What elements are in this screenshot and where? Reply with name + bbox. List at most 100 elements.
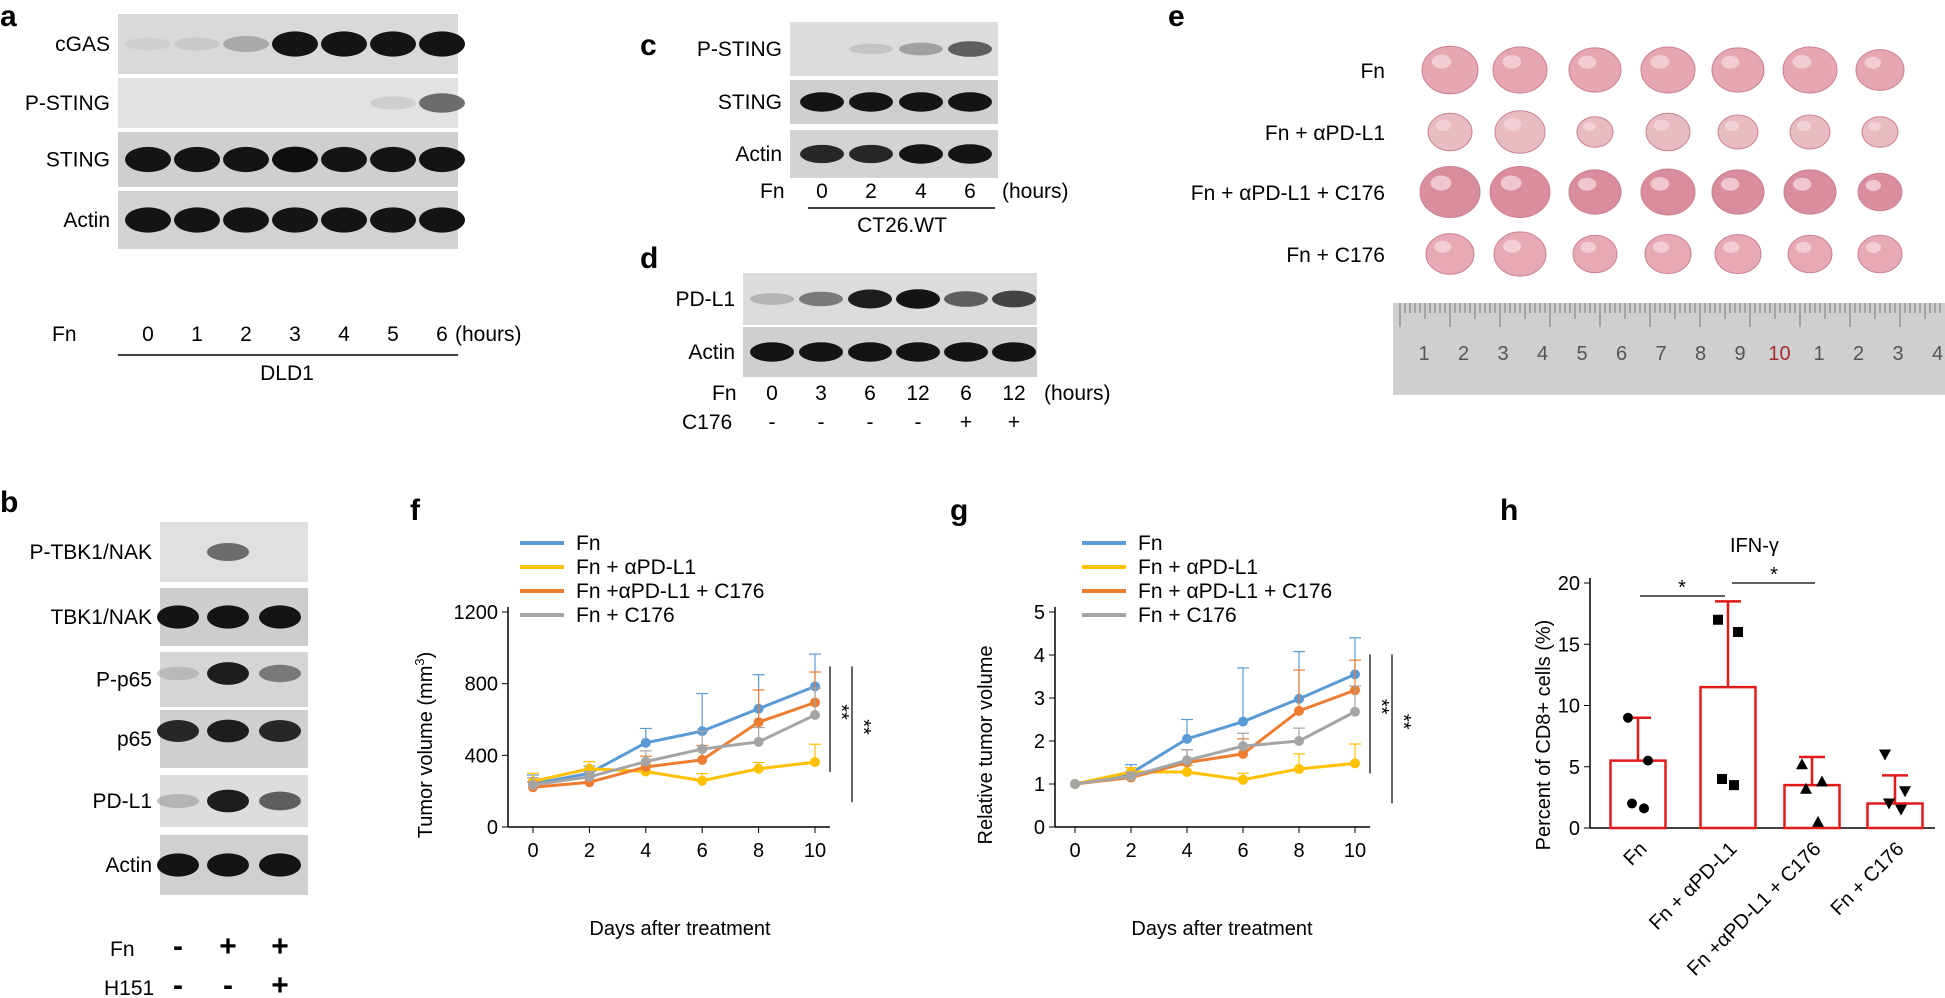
panel-d-treat2: C176 — [682, 411, 732, 434]
panel-c-cell: CT26.WT — [857, 214, 947, 237]
blot-band — [848, 289, 892, 309]
data-point — [753, 763, 764, 774]
panel-f-ylabel: Tumor volume (mm3) — [412, 652, 437, 839]
blot-band — [157, 666, 199, 681]
data-point — [584, 771, 595, 782]
tumor — [1421, 45, 1479, 95]
x-tick-label: 8 — [753, 840, 764, 862]
blot-band — [321, 207, 367, 233]
series-line — [532, 713, 816, 787]
tumor-highlight — [1430, 175, 1452, 191]
treat-sign: - — [223, 969, 233, 998]
blot-band — [799, 342, 843, 362]
tumor-highlight — [1431, 54, 1452, 69]
tumor-highlight — [1725, 121, 1739, 131]
tumor-highlight — [1864, 56, 1882, 69]
ruler-number: 5 — [1576, 343, 1587, 365]
blot-row-label: P-STING — [25, 92, 110, 115]
blot-band — [223, 146, 269, 173]
panel-c-letter: c — [640, 29, 657, 62]
panel-a-treat: Fn — [52, 323, 77, 346]
tumor — [1427, 112, 1473, 152]
blot-band — [944, 291, 988, 307]
series-line — [532, 684, 816, 786]
tumor — [1717, 114, 1759, 150]
lane-label: 2 — [240, 323, 252, 346]
series-line — [532, 701, 816, 789]
ruler-number: 3 — [1892, 343, 1903, 365]
lane-label: 12 — [1002, 382, 1025, 405]
blot-band — [799, 291, 843, 307]
panel-a-unit: (hours) — [455, 323, 522, 346]
panel-h-letter: h — [1500, 494, 1518, 527]
tumor-highlight — [1503, 239, 1522, 253]
tumor — [1714, 233, 1762, 275]
bar — [1866, 802, 1924, 830]
blot-band — [157, 793, 199, 809]
tumor — [1857, 234, 1903, 274]
panel-f-xlabel: Days after treatment — [589, 918, 771, 940]
blot-band — [259, 719, 301, 743]
lane-label: 12 — [906, 382, 929, 405]
panel-d-letter: d — [640, 242, 658, 275]
data-point — [1812, 815, 1824, 827]
treat-sign: - — [867, 411, 874, 434]
y-tick-label: 3 — [1034, 688, 1045, 710]
sig-star: * — [1678, 577, 1686, 599]
panel-c-blots: P-STING STING Actin — [697, 22, 998, 178]
ruler-number: 4 — [1537, 343, 1548, 365]
tumor — [1855, 49, 1905, 91]
data-point — [753, 717, 764, 728]
blot-band — [259, 791, 301, 811]
treat-sign: - — [173, 969, 183, 998]
sig-stars: ** — [1392, 714, 1414, 730]
y-tick-label: 400 — [465, 745, 498, 767]
y-tick-label: 20 — [1558, 573, 1580, 595]
tumor-highlight — [1502, 55, 1522, 69]
tumor-highlight — [1650, 55, 1670, 69]
y-tick-label: 0 — [1569, 818, 1580, 840]
y-tick-label: 800 — [465, 674, 498, 696]
blot-band — [419, 146, 465, 173]
data-point — [1796, 758, 1808, 770]
tumor-highlight — [1721, 177, 1740, 191]
tumor-highlight — [1865, 179, 1882, 191]
panel-c-unit: (hours) — [1002, 180, 1069, 203]
tumor — [1789, 114, 1831, 150]
blot-band — [849, 92, 893, 112]
blot-band — [174, 37, 220, 51]
group-label: Fn + αPD-L1 — [1265, 122, 1385, 145]
panel-e-group-labels: Fn Fn + αPD-L1 Fn + αPD-L1 + C176 Fn + C176 — [1191, 60, 1385, 267]
panel-a-cell: DLD1 — [260, 362, 314, 385]
tumor-highlight — [1723, 241, 1740, 253]
treat-sign: + — [219, 930, 237, 963]
blot-band — [419, 93, 465, 113]
blot-row-label: TBK1/NAK — [50, 606, 152, 629]
blot-band — [992, 342, 1036, 362]
blot-band — [207, 719, 249, 743]
tumor — [1783, 169, 1837, 215]
lane-label: 1 — [191, 323, 203, 346]
series-line — [1074, 688, 1356, 786]
blot-row-label: cGAS — [55, 33, 110, 56]
data-point — [640, 737, 651, 748]
tumor — [1489, 166, 1551, 218]
lane-label: 0 — [142, 323, 154, 346]
blot-band — [207, 542, 249, 562]
data-point — [1879, 749, 1891, 761]
data-point — [1713, 614, 1723, 625]
panel-b-letter: b — [0, 486, 18, 519]
data-point — [1883, 798, 1895, 810]
tumor-highlight — [1435, 119, 1452, 131]
lane-label: 3 — [815, 382, 827, 405]
blot-band — [207, 605, 249, 629]
blot-band — [272, 207, 318, 233]
data-point — [1294, 705, 1304, 716]
data-point — [1643, 755, 1653, 766]
blot-row-label: PD-L1 — [92, 790, 152, 813]
x-tick-label: 10 — [1344, 840, 1366, 862]
tumor — [1568, 47, 1622, 93]
